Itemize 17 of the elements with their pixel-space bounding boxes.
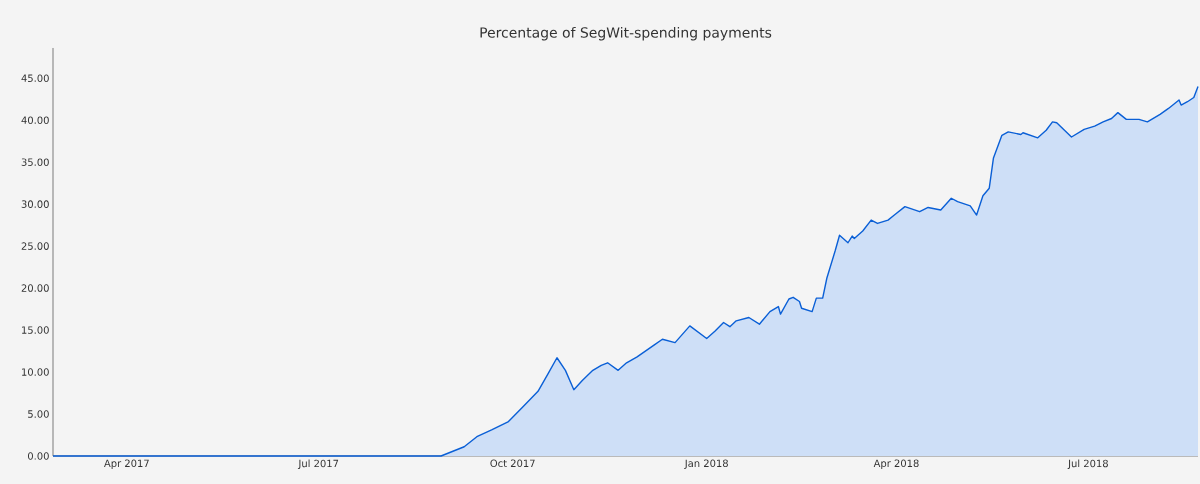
chart-title: Percentage of SegWit-spending payments: [480, 26, 772, 41]
y-tick-label: 45.00: [21, 74, 49, 82]
x-tick-label: Jul 2018: [1067, 459, 1108, 470]
y-tick-label: 15.00: [22, 326, 49, 334]
y-tick-label: 5.00: [28, 410, 49, 418]
x-tick-label: Oct 2017: [490, 459, 535, 468]
y-tick-label: 35.00: [21, 158, 49, 166]
y-tick-label: 25.00: [21, 242, 49, 250]
y-tick-label: 0.00: [27, 452, 49, 460]
x-tick-label: Jan 2018: [684, 459, 728, 469]
y-tick-label: 30.00: [21, 200, 49, 208]
y-tick-label: 20.00: [21, 284, 49, 292]
y-tick-label: 40.00: [21, 116, 49, 124]
x-tick-label: Apr 2017: [104, 459, 149, 469]
x-tick-label: Jul 2017: [297, 459, 339, 470]
y-tick-label: 10.00: [22, 368, 49, 376]
x-tick-label: Apr 2018: [873, 459, 919, 469]
